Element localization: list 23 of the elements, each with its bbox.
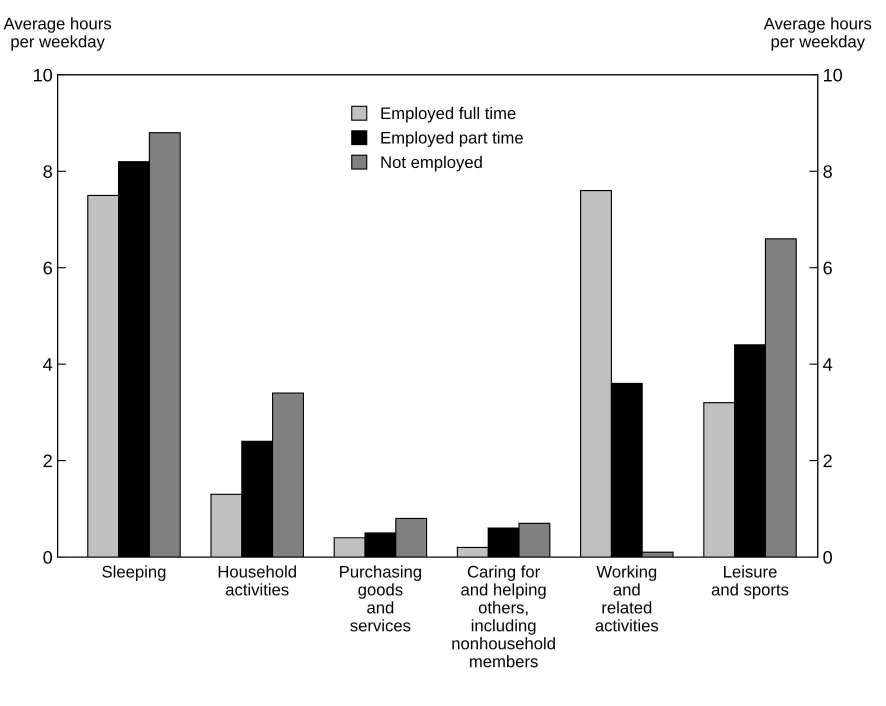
x-tick-label: Sleeping (102, 565, 166, 581)
legend-label: Not employed (381, 156, 482, 172)
y-axis-title: Average hours per weekday (4, 17, 112, 51)
y-tick-label: 6 (44, 262, 52, 274)
x-tick-label: Working and related activities (596, 565, 658, 632)
y-tick-label: 10 (34, 68, 52, 82)
y2-tick-label: 8 (823, 165, 832, 178)
x-tick-label: Purchasing goods and services (340, 565, 422, 632)
legend-label: Employed part time (381, 131, 523, 147)
x-tick-label: Caring for and helping others, including nonhousehold members (452, 565, 555, 668)
y2-tick-label: 2 (824, 454, 832, 468)
y-tick-label: 0 (43, 550, 52, 564)
y2-tick-label: 0 (823, 550, 832, 564)
x-tick-label: Household activities (218, 565, 296, 596)
y-tick-label: 2 (44, 454, 52, 468)
legend-label: Employed full time (381, 106, 516, 122)
y2-tick-label: 6 (824, 262, 832, 274)
y2-tick-label: 10 (824, 68, 842, 82)
y-tick-label: 4 (43, 358, 52, 371)
y2-tick-label: 4 (823, 358, 832, 371)
y-tick-label: 8 (43, 165, 52, 178)
x-tick-label: Leisure and sports (712, 565, 788, 599)
y2-axis-title: Average hours per weekday (764, 17, 872, 51)
